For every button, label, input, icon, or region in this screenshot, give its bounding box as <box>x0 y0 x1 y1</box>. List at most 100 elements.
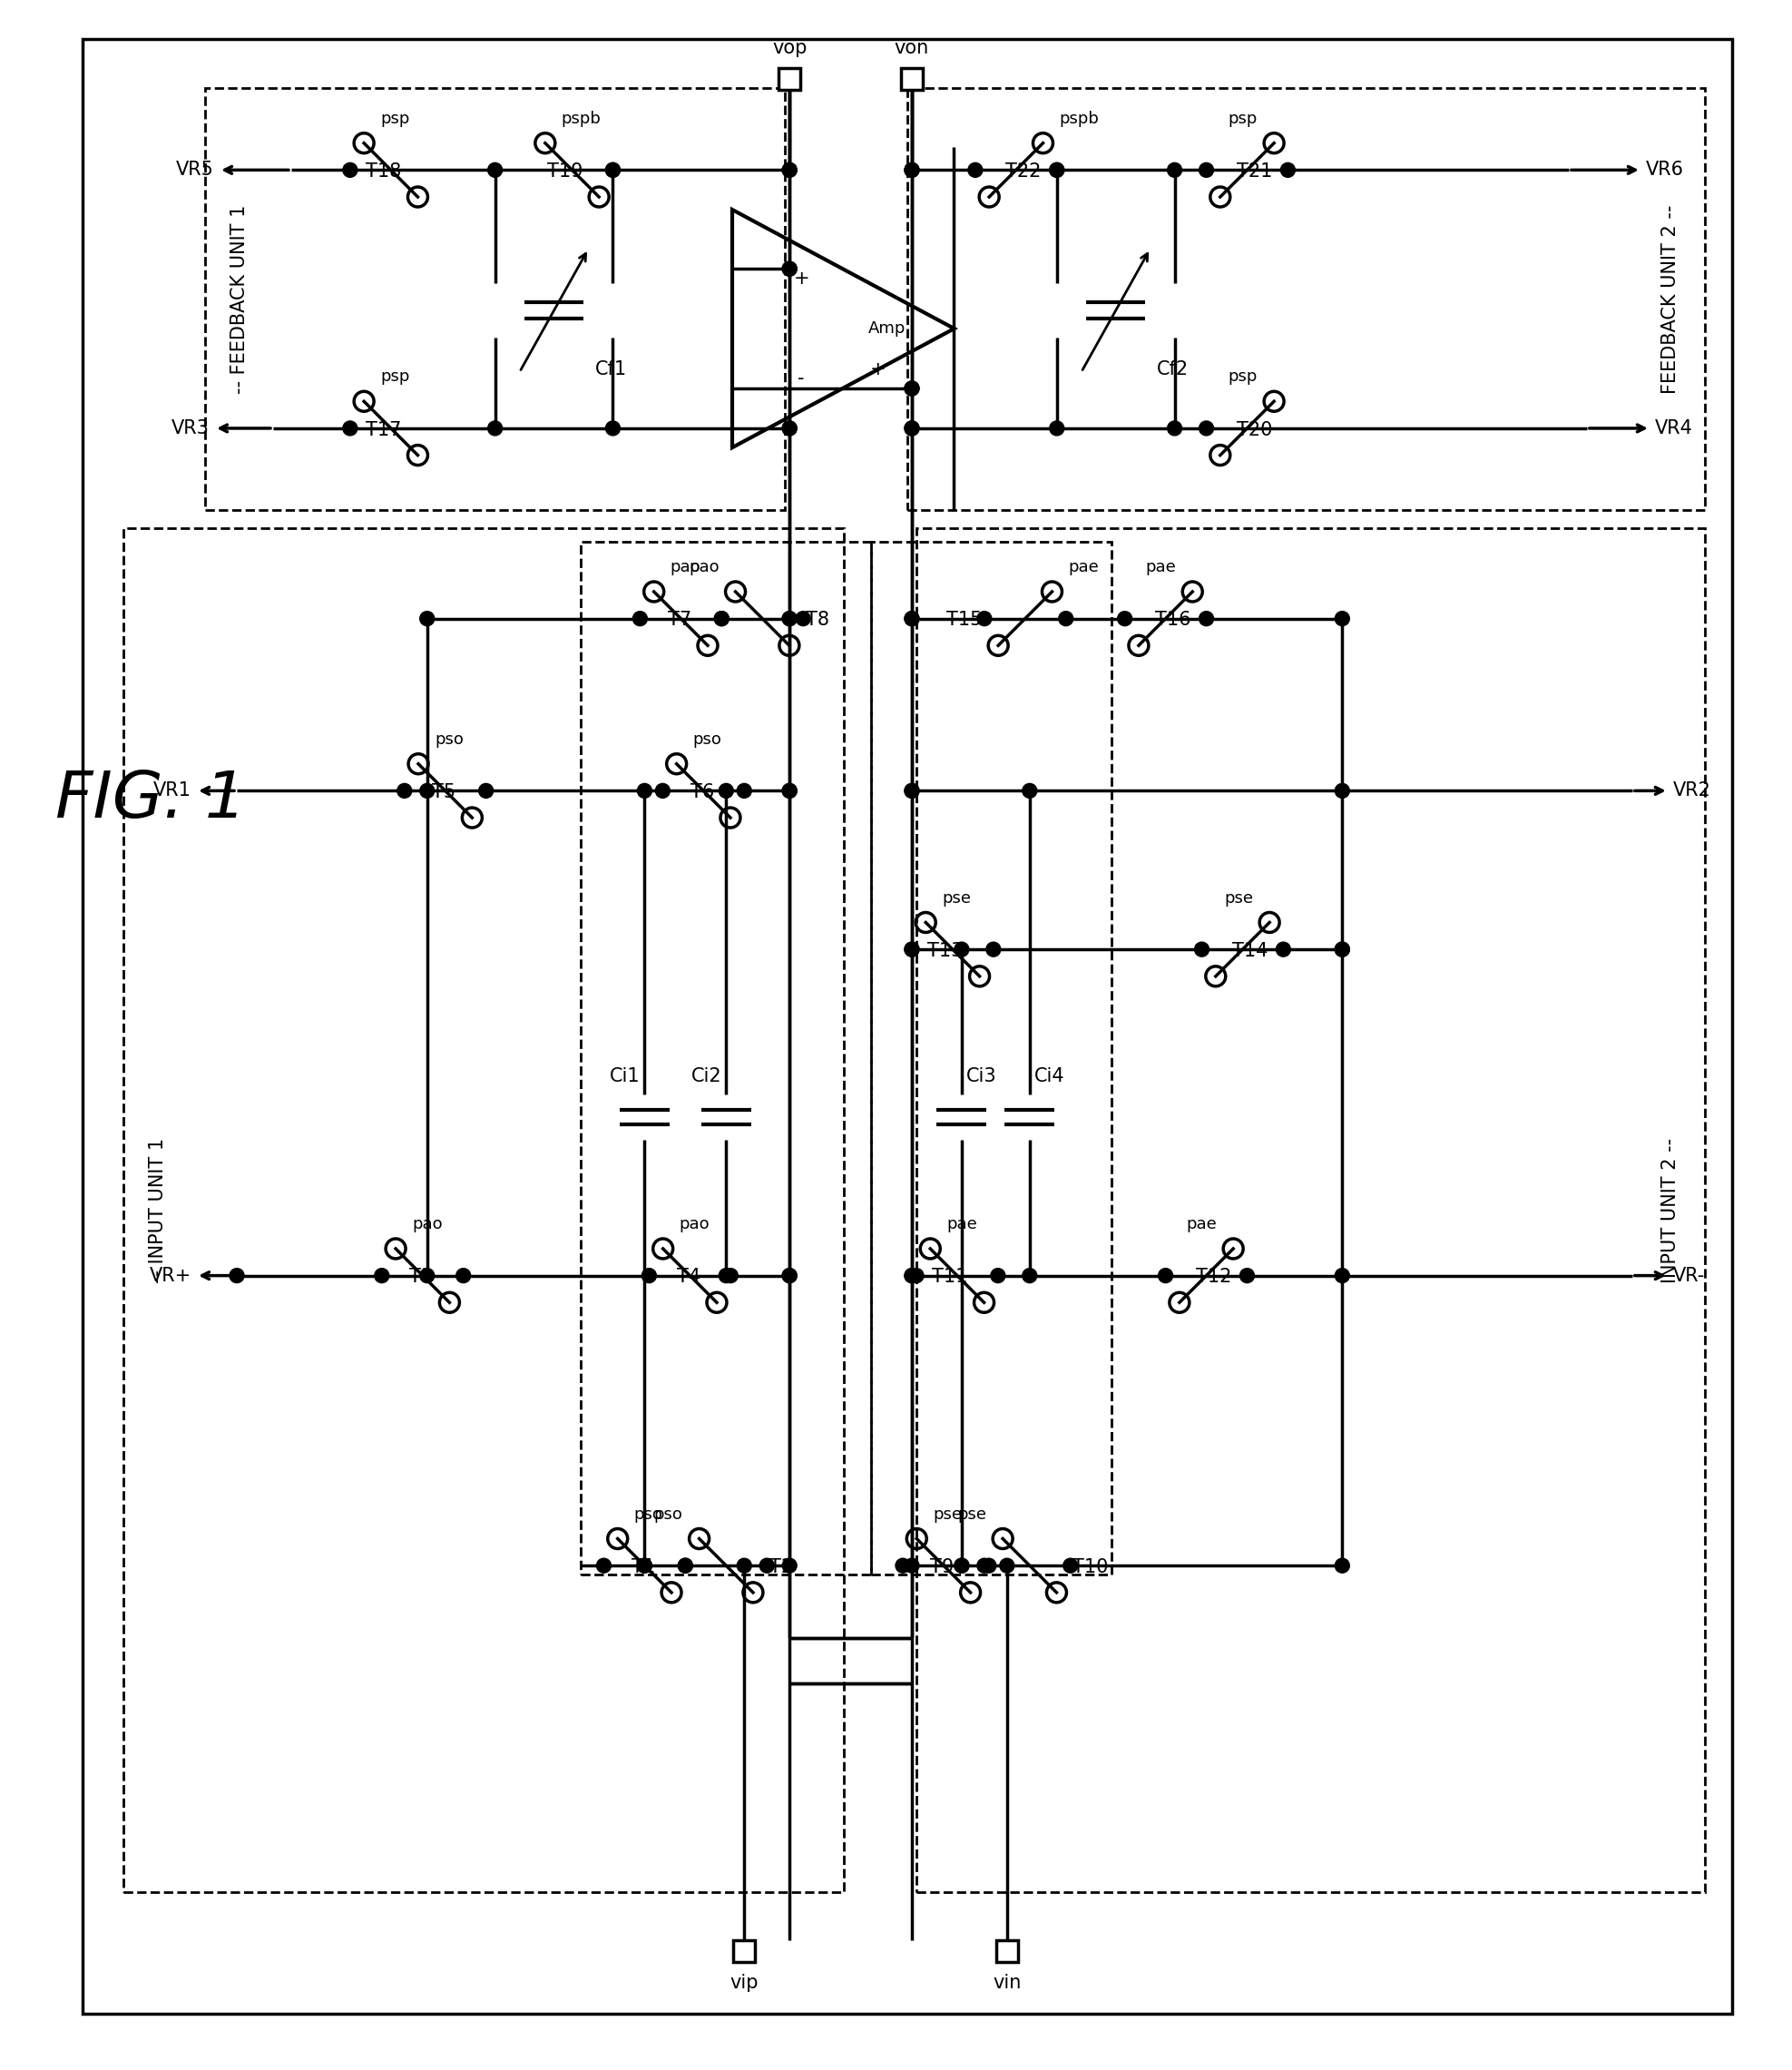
Text: VR6: VR6 <box>1645 161 1684 180</box>
Text: Cf1: Cf1 <box>595 360 627 379</box>
Bar <box>204 89 785 509</box>
Circle shape <box>724 1269 738 1283</box>
Bar <box>996 1940 1018 1962</box>
Text: Ci1: Ci1 <box>609 1068 640 1085</box>
Text: pspb: pspb <box>561 110 602 126</box>
Circle shape <box>991 1269 1005 1283</box>
Circle shape <box>487 164 502 178</box>
Text: vop: vop <box>772 39 806 56</box>
Text: -- FEEDBACK UNIT 1: -- FEEDBACK UNIT 1 <box>231 205 249 393</box>
Circle shape <box>1276 942 1290 956</box>
Circle shape <box>909 1269 923 1283</box>
Text: T5: T5 <box>432 782 455 801</box>
Circle shape <box>487 420 502 435</box>
Text: T8: T8 <box>806 611 830 629</box>
Circle shape <box>905 381 919 395</box>
Text: T20: T20 <box>1236 420 1272 439</box>
Text: Ci4: Ci4 <box>1034 1068 1064 1085</box>
Circle shape <box>1199 611 1213 625</box>
Circle shape <box>986 942 1000 956</box>
Circle shape <box>896 1559 910 1573</box>
Text: pao: pao <box>412 1215 443 1232</box>
Circle shape <box>1023 785 1038 799</box>
Circle shape <box>606 164 620 178</box>
Text: pso: pso <box>654 1507 683 1521</box>
Circle shape <box>955 942 969 956</box>
Text: pae: pae <box>1068 559 1098 575</box>
Text: VR3: VR3 <box>172 420 210 437</box>
Text: pae: pae <box>946 1215 977 1232</box>
Circle shape <box>905 785 919 799</box>
Circle shape <box>783 164 797 178</box>
Text: T12: T12 <box>1195 1269 1231 1285</box>
Circle shape <box>677 1559 692 1573</box>
Circle shape <box>1199 420 1213 435</box>
Text: T11: T11 <box>932 1269 968 1285</box>
Text: T17: T17 <box>366 420 401 439</box>
Text: pao: pao <box>688 559 719 575</box>
Text: pspb: pspb <box>1059 110 1098 126</box>
Text: +: + <box>871 360 887 379</box>
Circle shape <box>905 420 919 435</box>
Text: Ci2: Ci2 <box>692 1068 722 1085</box>
Circle shape <box>1000 1559 1014 1573</box>
Circle shape <box>905 942 919 956</box>
Circle shape <box>638 1559 652 1573</box>
Text: pao: pao <box>679 1215 710 1232</box>
Circle shape <box>905 1559 919 1573</box>
Circle shape <box>398 785 412 799</box>
Circle shape <box>955 1559 969 1573</box>
Text: T10: T10 <box>1073 1559 1109 1575</box>
Circle shape <box>783 785 797 799</box>
Text: FEEDBACK UNIT 2 --: FEEDBACK UNIT 2 -- <box>1661 205 1679 393</box>
Circle shape <box>1240 1269 1254 1283</box>
Text: T15: T15 <box>946 611 982 629</box>
Text: pso: pso <box>435 731 464 747</box>
Circle shape <box>783 164 797 178</box>
Text: -- INPUT UNIT 1: -- INPUT UNIT 1 <box>149 1138 167 1283</box>
Text: -: - <box>797 368 805 387</box>
Circle shape <box>982 1559 996 1573</box>
Text: T1: T1 <box>631 1559 656 1575</box>
Text: pse: pse <box>957 1507 986 1521</box>
Circle shape <box>606 420 620 435</box>
Circle shape <box>968 164 982 178</box>
Circle shape <box>1050 164 1064 178</box>
Circle shape <box>1335 1559 1349 1573</box>
Text: vip: vip <box>729 1973 758 1991</box>
Circle shape <box>478 785 493 799</box>
Text: T3: T3 <box>410 1269 434 1285</box>
Circle shape <box>638 785 652 799</box>
Circle shape <box>1199 164 1213 178</box>
Bar <box>733 1940 754 1962</box>
Circle shape <box>1059 611 1073 625</box>
Text: T4: T4 <box>677 1269 701 1285</box>
Circle shape <box>1050 420 1064 435</box>
Circle shape <box>783 420 797 435</box>
Circle shape <box>719 785 733 799</box>
Circle shape <box>783 1269 797 1283</box>
Text: T19: T19 <box>547 161 582 180</box>
Text: T7: T7 <box>668 611 692 629</box>
Circle shape <box>642 1269 656 1283</box>
Text: T6: T6 <box>690 782 713 801</box>
Text: T2: T2 <box>769 1559 794 1575</box>
Text: psp: psp <box>1228 368 1258 385</box>
Circle shape <box>419 785 434 799</box>
Text: pse: pse <box>1224 890 1253 907</box>
Circle shape <box>606 164 620 178</box>
Text: psp: psp <box>1228 110 1258 126</box>
Text: Amp: Amp <box>869 321 907 337</box>
Circle shape <box>905 611 919 625</box>
Text: T18: T18 <box>366 161 401 180</box>
Circle shape <box>905 381 919 395</box>
Text: von: von <box>894 39 930 56</box>
Text: VR1: VR1 <box>154 782 192 799</box>
Circle shape <box>1335 785 1349 799</box>
Circle shape <box>760 1559 774 1573</box>
Circle shape <box>1023 1269 1038 1283</box>
Bar <box>780 68 801 91</box>
Text: T13: T13 <box>928 942 964 960</box>
Circle shape <box>796 611 810 625</box>
Text: psp: psp <box>380 110 410 126</box>
